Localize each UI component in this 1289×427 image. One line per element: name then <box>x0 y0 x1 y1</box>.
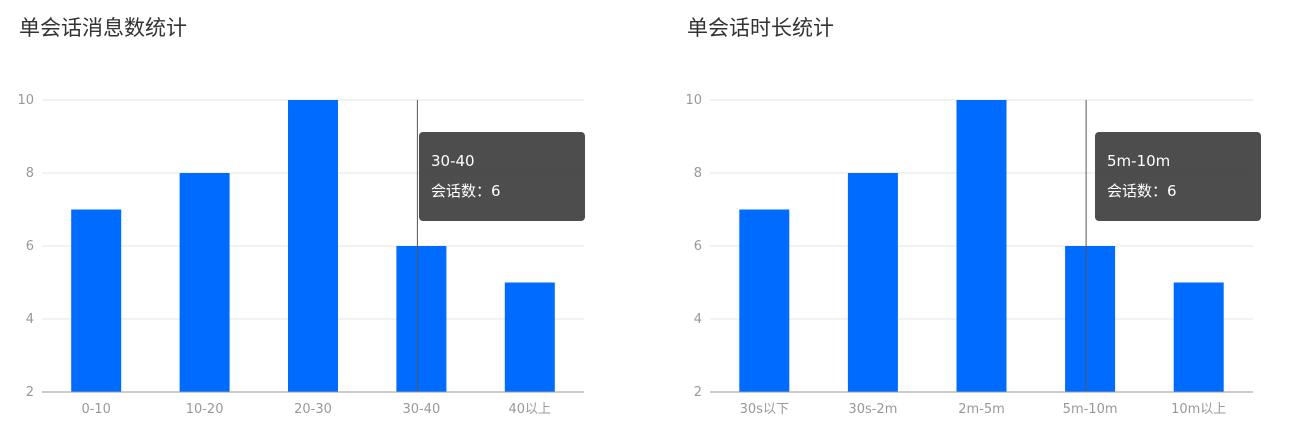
x-tick-label: 2m-5m <box>958 402 1005 417</box>
message-count-bar-chart[interactable]: 2 4 6 8 10 0-10 10-20 20-30 30-40 40以上 <box>0 0 640 427</box>
bar[interactable] <box>847 173 898 392</box>
tooltip-value-line: 会话数：6 <box>431 176 573 206</box>
x-tick-label: 30-40 <box>403 402 441 417</box>
y-tick-label: 8 <box>26 166 34 181</box>
x-tick-label: 30s以下 <box>740 402 789 417</box>
y-tick-label: 2 <box>26 385 34 400</box>
x-tick-label: 0-10 <box>81 402 111 417</box>
y-tick-label: 8 <box>694 166 702 181</box>
tooltip-session-duration: 5m-10m 会话数：6 <box>1095 132 1261 221</box>
bar[interactable] <box>396 246 447 392</box>
tooltip-value: 6 <box>491 182 501 200</box>
y-tick-label: 6 <box>26 239 34 254</box>
bar[interactable] <box>1173 282 1224 393</box>
tooltip-value: 6 <box>1167 182 1177 200</box>
x-tick-label: 5m-10m <box>1063 402 1118 417</box>
x-tick-label: 30s-2m <box>848 402 897 417</box>
bar[interactable] <box>288 100 338 392</box>
bar[interactable] <box>504 282 555 393</box>
chart-title-message-count: 单会话消息数统计 <box>19 16 187 40</box>
x-tick-label: 10m以上 <box>1171 402 1226 417</box>
chart-title-session-duration: 单会话时长统计 <box>687 16 834 40</box>
tooltip-message-count: 30-40 会话数：6 <box>419 132 585 221</box>
x-tick-label: 40以上 <box>509 402 552 417</box>
bar[interactable] <box>1065 246 1116 392</box>
tooltip-category: 5m-10m <box>1107 152 1171 170</box>
y-tick-label: 10 <box>685 93 702 108</box>
tooltip-value-line: 会话数：6 <box>1107 176 1249 206</box>
bar[interactable] <box>71 209 122 393</box>
bar[interactable] <box>179 173 230 392</box>
tooltip-label: 会话数： <box>431 182 492 200</box>
y-tick-label: 10 <box>17 93 34 108</box>
tooltip-label: 会话数： <box>1107 182 1168 200</box>
x-tick-label: 20-30 <box>294 402 332 417</box>
bar[interactable] <box>739 209 790 393</box>
y-tick-label: 6 <box>694 239 702 254</box>
y-tick-label: 4 <box>26 312 34 327</box>
bar[interactable] <box>956 100 1007 392</box>
y-tick-label: 2 <box>694 385 702 400</box>
x-tick-label: 10-20 <box>186 402 224 417</box>
tooltip-category: 30-40 <box>431 152 475 170</box>
y-tick-label: 4 <box>694 312 702 327</box>
